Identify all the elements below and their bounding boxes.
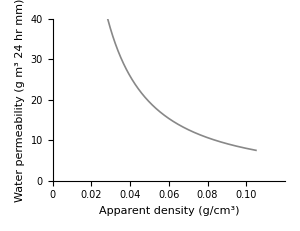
Y-axis label: Water permeability (g m³ 24 hr mm): Water permeability (g m³ 24 hr mm) xyxy=(15,0,25,202)
X-axis label: Apparent density (g/cm³): Apparent density (g/cm³) xyxy=(99,206,239,216)
